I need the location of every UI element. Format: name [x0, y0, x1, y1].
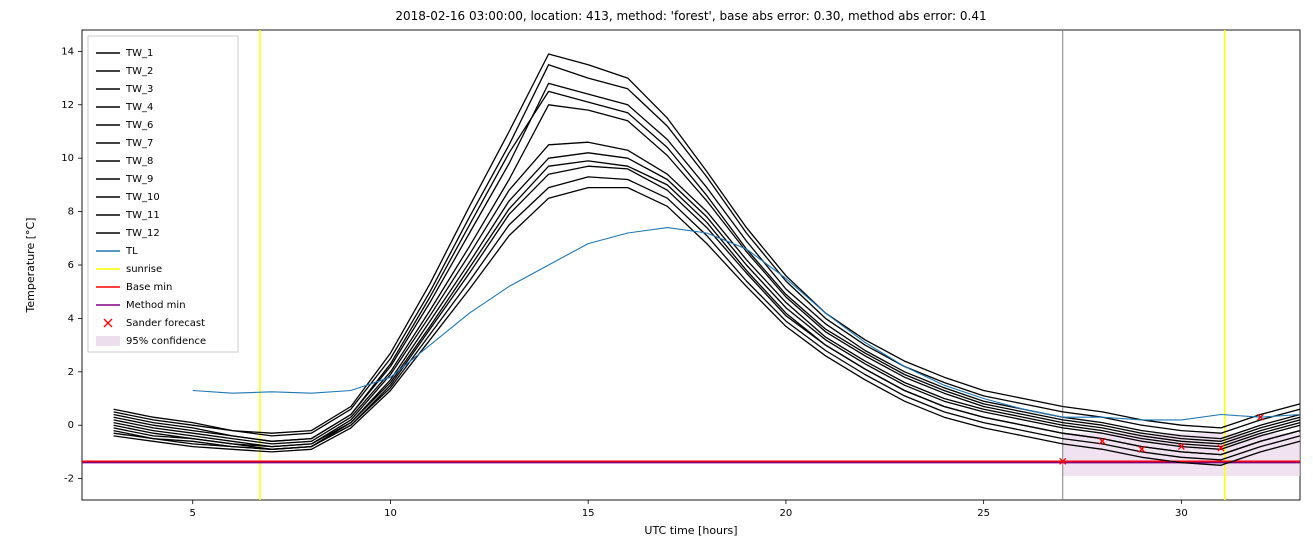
- chart-svg: 5 10 15 20 25 30 -2 0 2 4 6 8 10 12 14 UTC time [hours]…: [0, 0, 1313, 547]
- legend-label: TW_11: [125, 210, 160, 221]
- x-tick-label: 10: [384, 508, 397, 519]
- x-tick-label: 5: [190, 508, 196, 519]
- x-axis-label: UTC time [hours]: [644, 524, 737, 537]
- legend-label: TW_1: [125, 48, 153, 59]
- legend-label: TW_3: [125, 84, 153, 95]
- legend-label: Sander forecast: [126, 318, 205, 329]
- x-tick-label: 20: [780, 508, 793, 519]
- y-tick-label: 10: [61, 153, 74, 164]
- legend-label: Method min: [126, 300, 186, 311]
- chart-container: { "chart": { "type": "line", "width": 13…: [0, 0, 1313, 547]
- legend-label: 95% confidence: [126, 336, 206, 347]
- legend-item: 95% confidence: [96, 336, 206, 347]
- y-tick-label: 0: [68, 420, 74, 431]
- legend-label: TW_10: [125, 192, 160, 203]
- x-tick-label: 25: [977, 508, 990, 519]
- y-tick-label: 2: [68, 367, 74, 378]
- y-tick-label: 8: [68, 207, 74, 218]
- y-tick-label: 12: [61, 100, 74, 111]
- y-axis-label: Temperature [°C]: [24, 218, 37, 314]
- legend-label: TW_4: [125, 102, 153, 113]
- y-tick-label: 6: [68, 260, 74, 271]
- x-tick-label: 30: [1175, 508, 1188, 519]
- legend-label: TW_7: [125, 138, 153, 149]
- legend-label: TW_2: [125, 66, 153, 77]
- legend-label: TW_8: [125, 156, 153, 167]
- y-tick-label: 4: [68, 313, 74, 324]
- legend-label: TW_9: [125, 174, 153, 185]
- x-tick-label: 15: [582, 508, 595, 519]
- legend-label: sunrise: [126, 264, 162, 275]
- legend-label: TL: [125, 246, 138, 257]
- legend-label: TW_6: [125, 120, 153, 131]
- y-tick-label: 14: [61, 46, 74, 57]
- chart-title: 2018-02-16 03:00:00, location: 413, meth…: [395, 9, 986, 23]
- y-tick-label: -2: [64, 474, 74, 485]
- legend-label: TW_12: [125, 228, 160, 239]
- legend-label: Base min: [126, 282, 172, 293]
